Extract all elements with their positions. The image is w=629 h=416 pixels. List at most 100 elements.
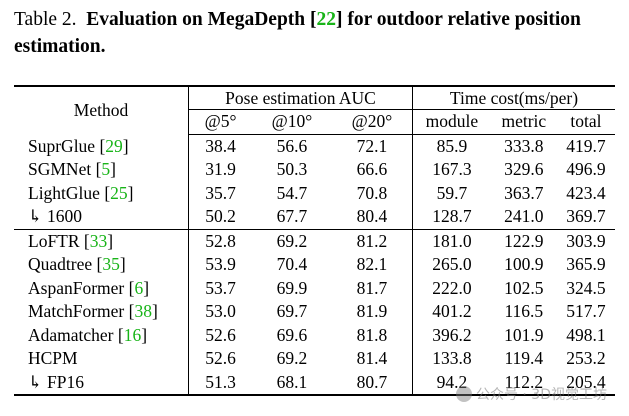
table-cell: 100.9 bbox=[504, 254, 544, 275]
header-row-2: @5° @10° @20° module metric total bbox=[14, 109, 615, 135]
table-cell: 80.7 bbox=[331, 370, 414, 396]
table-cell: 52.8 bbox=[188, 228, 253, 253]
citation-link[interactable]: 35 bbox=[102, 254, 120, 275]
table-cell: 68.1 bbox=[252, 370, 332, 396]
table-cell: 81.9 bbox=[331, 300, 414, 324]
table-cell: 396.2 bbox=[432, 324, 472, 345]
table-cell: 303.9 bbox=[556, 228, 615, 253]
table-row: LightGlue [25] 35.7 54.7 70.8 59.7 363.7 423.4 bbox=[14, 181, 615, 205]
table-cell: 70.8 bbox=[331, 181, 414, 205]
method-name: SGMNet [5] bbox=[14, 158, 189, 182]
table-row: HCPM 52.6 69.2 81.4 133.8 119.4 253.2 bbox=[14, 347, 615, 371]
group-sparse: SuprGlue [29] 38.4 56.6 72.1 85.9 333.8 419.7 S… bbox=[14, 134, 615, 229]
citation-link[interactable]: 5 bbox=[101, 159, 111, 180]
table-cell: 56.6 bbox=[276, 135, 308, 156]
table-cell: 50.2 bbox=[205, 206, 236, 227]
table-row: Adamatcher [16] 52.6 69.6 81.8 396.2 101.9 498… bbox=[14, 323, 615, 347]
citation-link[interactable]: 33 bbox=[89, 230, 108, 251]
table-row: MatchFormer [38] 53.0 69.7 81.9 401.2 116.5 51… bbox=[14, 300, 615, 324]
citation-link[interactable]: 16 bbox=[123, 324, 142, 345]
table-cell: 72.1 bbox=[331, 134, 414, 158]
wechat-icon bbox=[455, 386, 472, 402]
table-cell: 128.7 bbox=[432, 206, 472, 227]
table-cell: 496.9 bbox=[566, 159, 606, 180]
table-cell: 69.6 bbox=[276, 324, 308, 345]
col-auc10: @10° bbox=[252, 109, 332, 135]
table-row: ↳ FP16 51.3 68.1 80.7 94.2 112.2 205.4 bbox=[14, 370, 615, 396]
method-name: Adamatcher [16] bbox=[14, 323, 189, 347]
table-cell: 80.4 bbox=[331, 205, 414, 229]
table-caption: Table 2. Evaluation on MegaDepth [22] fo… bbox=[14, 6, 618, 60]
table-cell: 35.7 bbox=[205, 182, 236, 203]
table-cell: 51.3 bbox=[188, 370, 253, 396]
method-name: LoFTR [33] bbox=[14, 228, 189, 253]
method-name: Quadtree [35] bbox=[14, 253, 189, 277]
col-total: total bbox=[556, 109, 615, 135]
table-cell: 365.9 bbox=[566, 254, 606, 275]
table-cell: 401.2 bbox=[432, 301, 472, 322]
caption-ref[interactable]: 22 bbox=[316, 9, 337, 30]
table-cell: 53.0 bbox=[205, 301, 236, 322]
col-metric: metric bbox=[490, 109, 557, 135]
table-cell: 167.3 bbox=[432, 159, 472, 180]
caption-title: Evaluation on MegaDepth [22] for outdoor… bbox=[14, 9, 581, 57]
table-cell: 69.9 bbox=[276, 277, 308, 298]
table-cell: 31.9 bbox=[205, 159, 236, 180]
table-cell: 52.6 bbox=[205, 348, 236, 369]
table-row: LoFTR [33] 52.8 69.2 81.2 181.0 122.9 303.9 bbox=[14, 228, 615, 253]
pose-group-header: Pose estimation AUC bbox=[188, 85, 414, 110]
time-group-header: Time cost(ms/per) bbox=[412, 85, 615, 110]
table-row: AspanFormer [6] 53.7 69.9 81.7 222.0 102.5 324… bbox=[14, 276, 615, 300]
table-cell: 222.0 bbox=[432, 277, 472, 298]
table-cell: 517.7 bbox=[566, 301, 606, 322]
method-name: MatchFormer [38] bbox=[14, 300, 189, 324]
citation-link[interactable]: 25 bbox=[110, 182, 128, 203]
table-cell: 333.8 bbox=[504, 135, 544, 156]
table-cell: 81.4 bbox=[331, 347, 414, 371]
table-cell: 53.7 bbox=[205, 277, 236, 298]
group-dense: LoFTR [33] 52.8 69.2 81.2 181.0 122.9 303.9 Qua… bbox=[14, 228, 615, 396]
table-cell: 112.2 bbox=[490, 370, 557, 396]
table-cell: 85.9 bbox=[436, 135, 468, 156]
col-module: module bbox=[412, 109, 491, 135]
method-name: SuprGlue [29] bbox=[14, 134, 189, 158]
watermark-text: 公众号 · 3D视觉工坊 bbox=[475, 387, 607, 403]
table-cell: 133.8 bbox=[432, 348, 472, 369]
method-name: LightGlue [25] bbox=[14, 181, 189, 205]
table-cell: 69.2 bbox=[276, 348, 308, 369]
table-cell: 253.2 bbox=[566, 348, 606, 369]
citation-link[interactable]: 29 bbox=[105, 135, 123, 156]
table-cell: 498.1 bbox=[566, 324, 606, 345]
col-auc20: @20° bbox=[331, 109, 414, 135]
watermark: 公众号 · 3D视觉工坊 bbox=[455, 384, 607, 404]
table-cell: 329.6 bbox=[504, 159, 544, 180]
table-row: Quadtree [35] 53.9 70.4 82.1 265.0 100.9 365.9 bbox=[14, 253, 615, 277]
table-cell: 119.4 bbox=[504, 348, 544, 369]
table-cell: 241.0 bbox=[504, 206, 544, 227]
method-name: ↳ FP16 bbox=[14, 370, 189, 396]
header-row-1: Method Pose estimation AUC Time cost(ms/… bbox=[14, 85, 615, 134]
table-cell: 94.2 bbox=[412, 370, 491, 396]
table-cell: 122.9 bbox=[490, 228, 557, 253]
table-cell: 82.1 bbox=[331, 253, 414, 277]
table-row: SuprGlue [29] 38.4 56.6 72.1 85.9 333.8 419.7 bbox=[14, 134, 615, 158]
method-header: Method bbox=[14, 85, 189, 134]
table-cell: 363.7 bbox=[504, 182, 544, 203]
table-cell: 66.6 bbox=[331, 158, 414, 182]
caption-label: Table 2. bbox=[14, 9, 77, 30]
table-cell: 69.2 bbox=[252, 228, 332, 253]
table-cell: 70.4 bbox=[276, 254, 308, 275]
table-cell: 59.7 bbox=[436, 182, 468, 203]
table-cell: 102.5 bbox=[504, 277, 544, 298]
table-cell: 116.5 bbox=[504, 301, 544, 322]
citation-link[interactable]: 6 bbox=[134, 277, 144, 298]
table-cell: 205.4 bbox=[556, 370, 615, 396]
citation-link[interactable]: 38 bbox=[134, 301, 152, 322]
table-cell: 423.4 bbox=[566, 182, 606, 203]
table-cell: 81.7 bbox=[331, 276, 414, 300]
table-cell: 52.6 bbox=[205, 324, 236, 345]
table-cell: 67.7 bbox=[276, 206, 308, 227]
method-name: AspanFormer [6] bbox=[14, 276, 189, 300]
table-cell: 324.5 bbox=[566, 277, 606, 298]
table-cell: 101.9 bbox=[504, 324, 544, 345]
